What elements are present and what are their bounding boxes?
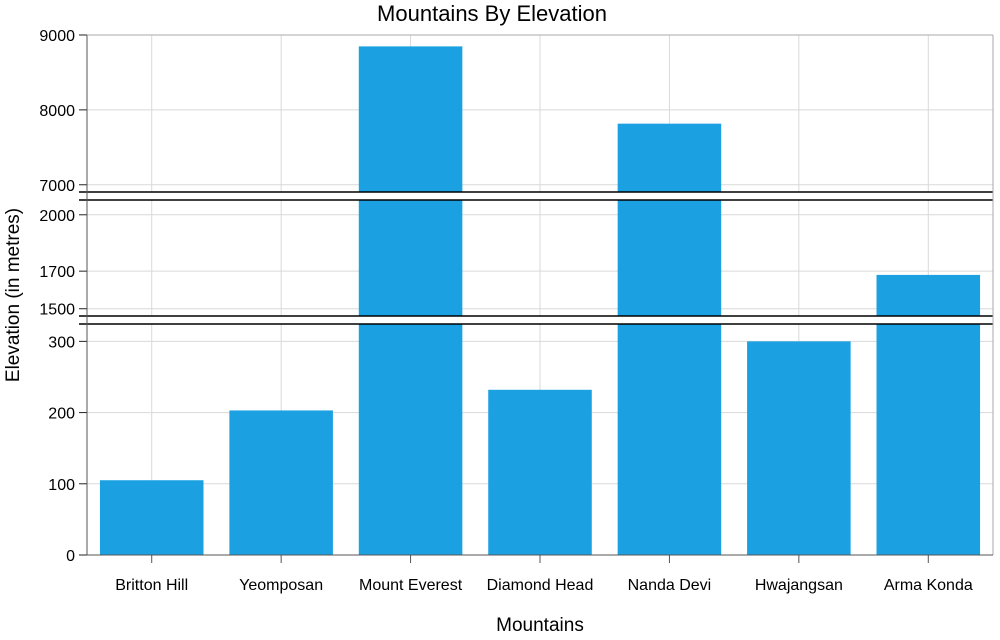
bar (617, 123, 722, 555)
y-tick-label: 200 (48, 406, 75, 423)
y-tick-label: 2000 (39, 208, 75, 225)
axis-break-gap (79, 192, 993, 200)
x-axis: Britton Hill Yeomposan Mount Everest Diamon… (87, 554, 993, 594)
y-tick-label: 7000 (39, 178, 75, 195)
y-tick-label: 9000 (39, 28, 75, 45)
x-tick-label: Yeomposan (239, 577, 323, 594)
bar (747, 341, 851, 555)
bar (229, 410, 333, 555)
y-tick-label: 0 (66, 548, 75, 565)
x-tick-label: Mount Everest (359, 577, 463, 594)
chart-title: Mountains By Elevation (377, 1, 607, 26)
bar (358, 46, 463, 555)
axis-breaks (79, 191, 993, 325)
y-axis-title: Elevation (in metres) (3, 208, 24, 382)
x-tick-label: Hwajangsan (755, 577, 843, 594)
y-axis: 0 100 200 300 1500 1700 2000 7000 8000 9000 (39, 28, 994, 565)
x-tick-label: Diamond Head (487, 577, 594, 594)
bar (488, 389, 592, 555)
bar (99, 480, 204, 555)
y-tick-label: 1500 (39, 302, 75, 319)
y-tick-label: 300 (48, 334, 75, 351)
x-tick-label: Arma Konda (884, 577, 973, 594)
axis-break-gap (79, 316, 993, 324)
y-tick-label: 100 (48, 477, 75, 494)
x-tick-label: Britton Hill (115, 577, 188, 594)
y-tick-label: 1700 (39, 264, 75, 281)
x-axis-title: Mountains (496, 615, 584, 636)
y-tick-label: 8000 (39, 103, 75, 120)
x-tick-label: Nanda Devi (628, 577, 712, 594)
